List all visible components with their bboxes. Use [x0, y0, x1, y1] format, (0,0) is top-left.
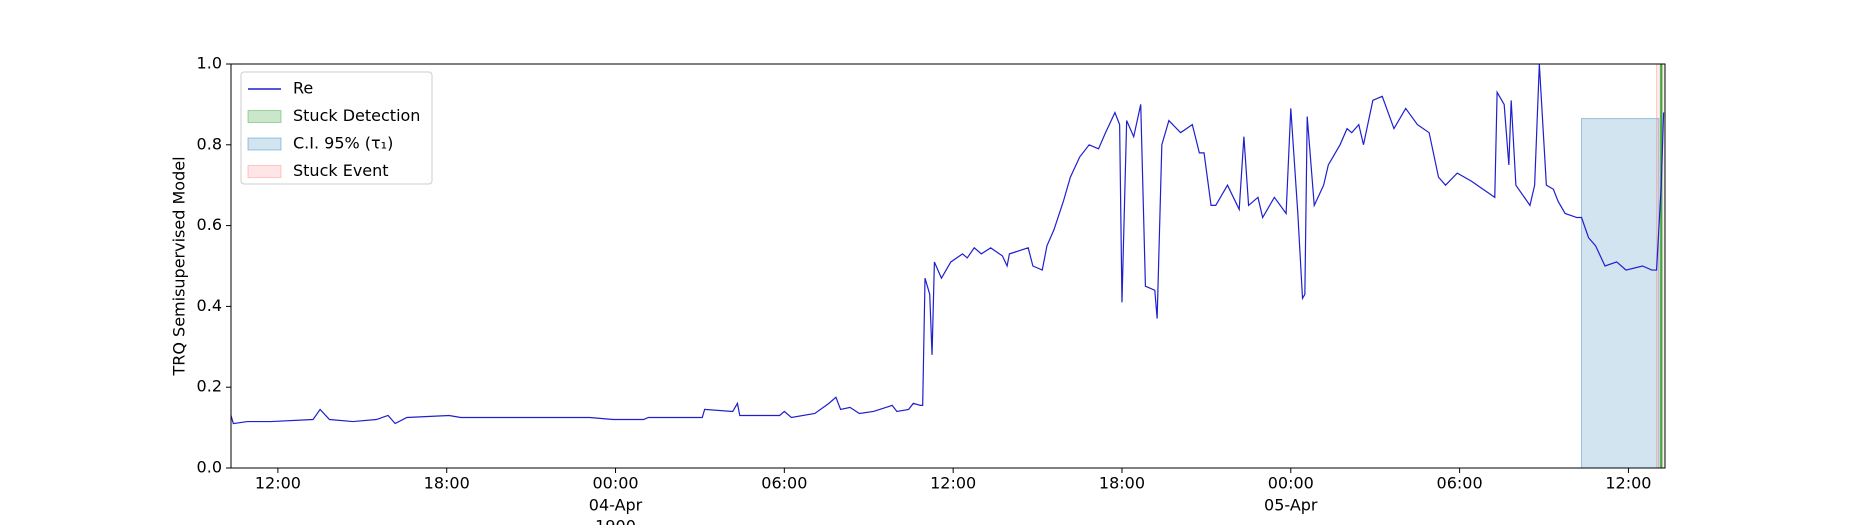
y-tick-label: 0.6: [197, 215, 222, 234]
legend-swatch: [247, 137, 282, 151]
x-tick-label: 12:00: [1605, 474, 1651, 493]
span: [1581, 118, 1660, 469]
plot-frame: [230, 63, 1666, 469]
y-axis-label: TRQ Semisupervised Model: [170, 156, 189, 376]
x-date-label: 05-Apr: [1264, 496, 1318, 515]
x-tick-label: 06:00: [1437, 474, 1483, 493]
x-tick-label: 12:00: [930, 474, 976, 493]
y-tick-label: 0.0: [197, 458, 222, 477]
legend-label: Stuck Event: [293, 161, 389, 180]
legend-box: [240, 71, 433, 185]
y-tick-label: 0.4: [197, 296, 222, 315]
x-tick-label: 00:00: [1268, 474, 1314, 493]
y-tick-label: 0.2: [197, 377, 222, 396]
legend-swatch: [247, 110, 282, 123]
x-tick-label: 18:00: [424, 474, 470, 493]
x-tick-label: 00:00: [592, 474, 638, 493]
x-tick-label: 12:00: [255, 474, 301, 493]
data-line: [230, 63, 1665, 425]
legend-label: Stuck Detection: [293, 106, 420, 125]
x-tick-label: 06:00: [761, 474, 807, 493]
x-date-label: 1900: [595, 517, 636, 525]
legend-label: C.I. 95% (τ₁): [293, 134, 393, 153]
y-tick-label: 0.8: [197, 134, 222, 153]
y-tick-label: 1.0: [197, 54, 222, 73]
span: [1659, 63, 1663, 469]
legend-swatch: [247, 165, 282, 178]
x-date-label: 04-Apr: [589, 496, 643, 515]
legend-label: Re: [293, 79, 313, 98]
x-tick-label: 18:00: [1099, 474, 1145, 493]
